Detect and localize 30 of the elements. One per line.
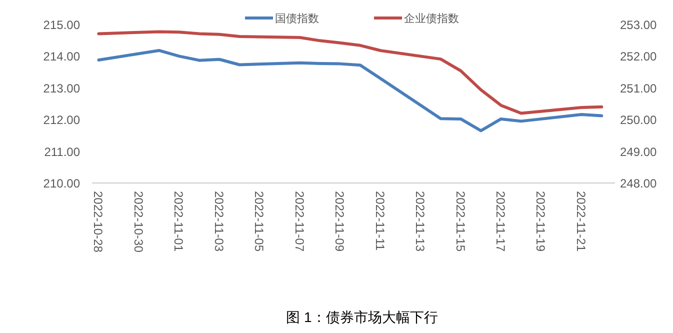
x-tick-label: 2022-11-09 <box>332 191 347 252</box>
x-tick-label: 2022-11-17 <box>494 191 508 252</box>
x-tick-label: 2022-11-03 <box>212 191 226 252</box>
legend-label: 国债指数 <box>275 13 319 25</box>
x-tick-label: 2022-11-07 <box>292 191 306 252</box>
y2-tick-label: 251.00 <box>620 81 658 96</box>
x-tick-label: 2022-11-15 <box>453 191 468 252</box>
legend-label: 企业债指数 <box>404 12 459 25</box>
y-tick-label: 212.00 <box>43 113 80 128</box>
y-tick-label: 210.00 <box>43 176 80 190</box>
y2-tick-label: 250.00 <box>620 113 658 128</box>
y2-tick-label: 252.00 <box>620 50 658 64</box>
line-series <box>97 48 604 132</box>
x-tick-label: 2022-11-21 <box>574 191 588 252</box>
y-tick-label: 213.00 <box>43 81 80 96</box>
x-tick-label: 2022-10-28 <box>91 191 106 253</box>
x-tick-label: 2022-11-05 <box>252 191 266 252</box>
y2-tick-label: 249.00 <box>620 144 658 159</box>
x-tick-label: 2022-11-01 <box>172 191 186 252</box>
y-tick-label: 211.00 <box>44 144 80 159</box>
x-tick-label: 2022-10-30 <box>131 191 146 253</box>
caption: 图 1：债券市场大幅下行 <box>286 309 438 325</box>
x-tick-label: 2022-11-13 <box>413 191 428 252</box>
x-tick-label: 2022-11-11 <box>372 191 387 251</box>
x-tick-label: 2022-11-19 <box>534 191 548 252</box>
y-tick-label: 215.00 <box>43 18 80 32</box>
y2-tick-label: 248.00 <box>620 176 658 190</box>
line-series <box>97 30 604 115</box>
y2-tick-label: 253.00 <box>620 18 658 32</box>
y-tick-label: 214.00 <box>43 50 80 64</box>
